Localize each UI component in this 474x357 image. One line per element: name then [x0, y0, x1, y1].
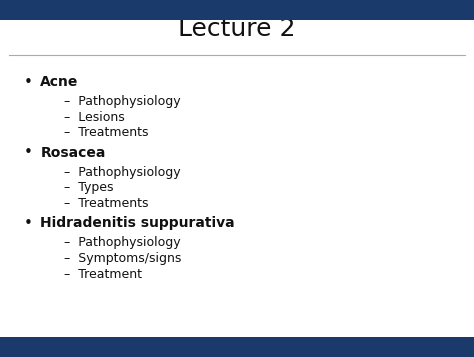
FancyBboxPatch shape	[0, 0, 474, 20]
Text: –  Pathophysiology: – Pathophysiology	[64, 95, 181, 108]
Text: –  Pathophysiology: – Pathophysiology	[64, 236, 181, 249]
Text: –  Pathophysiology: – Pathophysiology	[64, 166, 181, 178]
Text: –  Symptoms/signs: – Symptoms/signs	[64, 252, 182, 265]
Text: –  Lesions: – Lesions	[64, 111, 125, 124]
Text: •: •	[24, 145, 33, 160]
Text: Rosacea: Rosacea	[40, 146, 106, 160]
Text: Hidradenitis suppurativa: Hidradenitis suppurativa	[40, 216, 235, 231]
Text: •: •	[24, 75, 33, 90]
Text: –  Treatments: – Treatments	[64, 126, 148, 139]
Text: Acne: Acne	[40, 75, 79, 89]
Text: Lecture 2: Lecture 2	[178, 16, 296, 41]
Text: –  Types: – Types	[64, 181, 113, 194]
Text: –  Treatment: – Treatment	[64, 268, 142, 281]
Text: –  Treatments: – Treatments	[64, 197, 148, 210]
FancyBboxPatch shape	[0, 337, 474, 357]
Text: •: •	[24, 216, 33, 231]
